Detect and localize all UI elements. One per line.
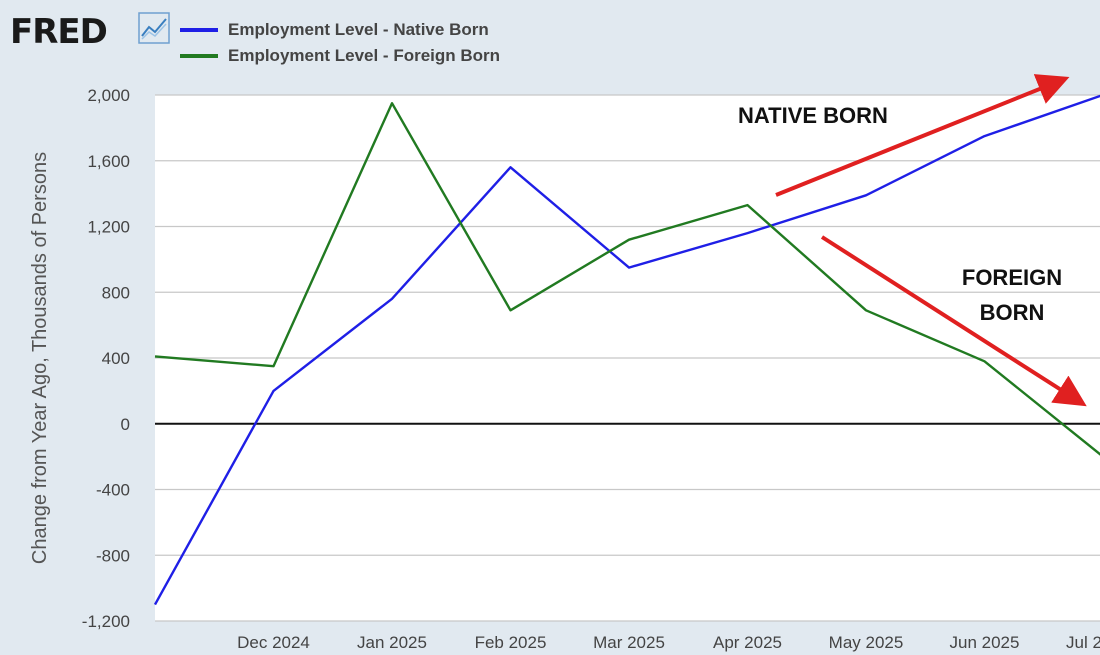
- y-tick-label: 0: [121, 415, 130, 434]
- series-line-native-born[interactable]: [153, 94, 1100, 606]
- data-point-native-born[interactable]: [627, 266, 631, 270]
- data-point-foreign-born[interactable]: [390, 101, 394, 105]
- data-point-foreign-born[interactable]: [983, 359, 987, 363]
- x-tick-label: May 2025: [829, 633, 904, 652]
- annotation-born: BORN: [980, 300, 1045, 325]
- legend-item-native-born[interactable]: Employment Level - Native Born: [180, 19, 489, 41]
- x-tick-label: Feb 2025: [475, 633, 547, 652]
- x-tick-label: Dec 2024: [237, 633, 310, 652]
- data-point-native-born[interactable]: [864, 193, 868, 197]
- y-axis-label: Change from Year Ago, Thousands of Perso…: [29, 152, 51, 564]
- y-tick-label: -1,200: [82, 612, 130, 631]
- x-tick-label: Jul 2: [1066, 633, 1100, 652]
- fred-logo: FRED: [10, 12, 108, 52]
- series-line-foreign-born[interactable]: [154, 101, 1100, 456]
- data-point-native-born[interactable]: [509, 165, 513, 169]
- data-point-foreign-born[interactable]: [509, 308, 513, 312]
- data-point-native-born[interactable]: [390, 297, 394, 301]
- legend-swatch-foreign-born: [180, 54, 218, 58]
- y-tick-label: 1,600: [87, 152, 130, 171]
- data-point-foreign-born[interactable]: [627, 238, 631, 242]
- native-born-trend-arrow: [775, 74, 1070, 197]
- x-tick-label: Apr 2025: [713, 633, 782, 652]
- y-tick-label: 2,000: [87, 86, 130, 105]
- legend-label-native-born: Employment Level - Native Born: [228, 20, 489, 39]
- x-tick-label: Jan 2025: [357, 633, 427, 652]
- legend-item-foreign-born[interactable]: Employment Level - Foreign Born: [180, 45, 500, 67]
- legend-label-foreign-born: Employment Level - Foreign Born: [228, 46, 501, 65]
- data-point-foreign-born[interactable]: [272, 364, 276, 368]
- trend-chart-icon: [138, 12, 170, 44]
- annotation-native-born: NATIVE BORN: [738, 103, 888, 128]
- data-point-native-born[interactable]: [746, 231, 750, 235]
- y-tick-label: 1,200: [87, 218, 130, 237]
- data-point-foreign-born[interactable]: [746, 203, 750, 207]
- y-tick-label: 400: [102, 349, 130, 368]
- data-point-foreign-born[interactable]: [864, 308, 868, 312]
- annotation-foreign: FOREIGN: [962, 265, 1062, 290]
- legend-swatch-native-born: [180, 28, 218, 32]
- foreign-born-trend-arrow: [820, 235, 1087, 407]
- data-point-native-born[interactable]: [153, 603, 157, 607]
- data-point-native-born[interactable]: [272, 389, 276, 393]
- y-tick-label: -400: [96, 481, 130, 500]
- y-tick-label: 800: [102, 283, 130, 302]
- data-point-native-born[interactable]: [983, 134, 987, 138]
- data-point-foreign-born[interactable]: [153, 354, 157, 358]
- x-tick-label: Jun 2025: [950, 633, 1020, 652]
- x-tick-label: Mar 2025: [593, 633, 665, 652]
- y-tick-label: -800: [96, 546, 130, 565]
